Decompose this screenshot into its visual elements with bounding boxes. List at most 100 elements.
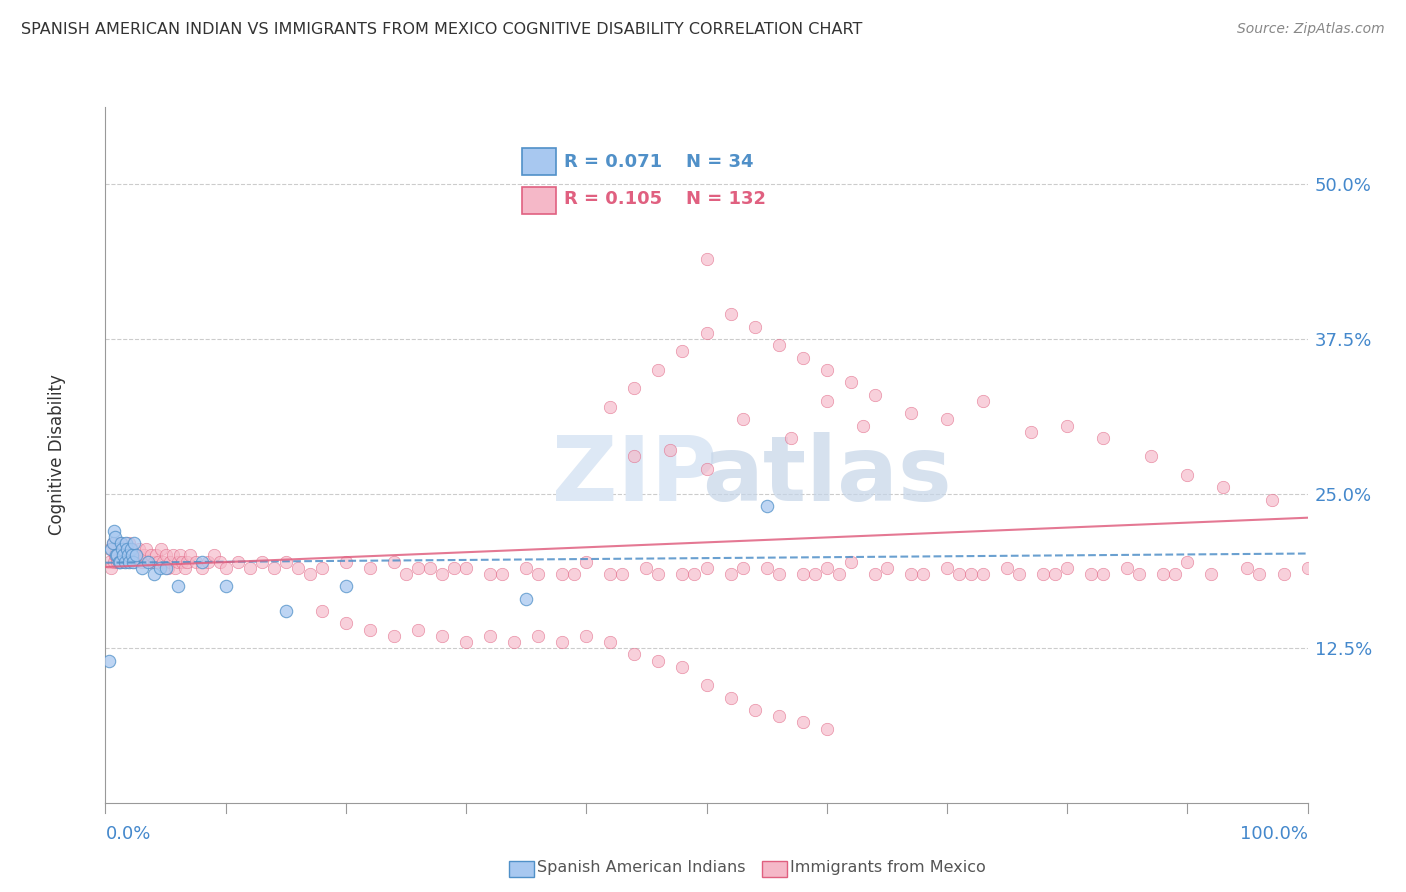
Point xyxy=(107,542,129,557)
Point xyxy=(503,635,526,649)
Point xyxy=(108,555,131,569)
Point xyxy=(131,555,153,569)
Point xyxy=(359,561,381,575)
Point xyxy=(1080,566,1102,581)
Point xyxy=(105,549,128,563)
Point xyxy=(1019,425,1042,439)
Point xyxy=(117,555,139,569)
Point xyxy=(335,616,357,631)
Point xyxy=(128,542,150,557)
Point xyxy=(852,418,875,433)
Point xyxy=(111,555,134,569)
Point xyxy=(454,635,477,649)
Point xyxy=(104,549,127,563)
Point xyxy=(1092,566,1115,581)
Point xyxy=(287,561,309,575)
Point xyxy=(1296,561,1319,575)
Point xyxy=(995,561,1018,575)
Point xyxy=(112,549,135,563)
Point xyxy=(125,549,148,563)
Point xyxy=(551,566,574,581)
Point xyxy=(671,659,693,673)
Point xyxy=(121,542,143,557)
Text: R = 0.071: R = 0.071 xyxy=(564,153,662,171)
Point xyxy=(454,561,477,575)
Point xyxy=(274,555,297,569)
Point xyxy=(876,561,898,575)
Point xyxy=(118,536,141,550)
Point xyxy=(430,629,453,643)
Point xyxy=(179,549,201,563)
Point xyxy=(169,549,191,563)
Point xyxy=(98,555,121,569)
Point xyxy=(1116,561,1139,575)
Text: Cognitive Disability: Cognitive Disability xyxy=(48,375,66,535)
Point xyxy=(803,566,825,581)
Point xyxy=(117,549,139,563)
Point xyxy=(162,549,184,563)
Point xyxy=(142,566,165,581)
Point xyxy=(599,635,621,649)
Point xyxy=(406,561,429,575)
Point xyxy=(202,549,225,563)
Point xyxy=(623,450,645,464)
Point xyxy=(1175,468,1198,483)
Point xyxy=(731,561,754,575)
Point xyxy=(527,629,550,643)
Point xyxy=(98,654,121,668)
Point xyxy=(696,678,718,692)
Point xyxy=(263,561,285,575)
Point xyxy=(1175,555,1198,569)
Point xyxy=(575,629,598,643)
Point xyxy=(720,566,742,581)
Text: Immigrants from Mexico: Immigrants from Mexico xyxy=(790,861,986,875)
Point xyxy=(239,561,262,575)
Point xyxy=(755,561,778,575)
Point xyxy=(900,566,922,581)
Point xyxy=(863,387,886,401)
FancyBboxPatch shape xyxy=(523,148,555,176)
Point xyxy=(107,555,129,569)
Point xyxy=(972,393,994,408)
Point xyxy=(828,566,851,581)
Point xyxy=(647,654,669,668)
Text: 0.0%: 0.0% xyxy=(105,825,150,843)
Point xyxy=(148,555,170,569)
Point xyxy=(659,443,682,458)
Point xyxy=(124,549,146,563)
Text: ZIP: ZIP xyxy=(551,432,717,520)
Point xyxy=(121,549,143,563)
Point xyxy=(1056,561,1078,575)
Point xyxy=(792,351,814,365)
Point xyxy=(1128,566,1150,581)
Point xyxy=(491,566,513,581)
Point xyxy=(152,555,174,569)
Point xyxy=(124,536,146,550)
Point xyxy=(1043,566,1066,581)
Point xyxy=(115,549,138,563)
Point xyxy=(132,549,155,563)
Point xyxy=(165,561,187,575)
Text: N = 34: N = 34 xyxy=(686,153,754,171)
Point xyxy=(190,555,212,569)
Point xyxy=(815,722,838,736)
Point xyxy=(155,549,177,563)
Point xyxy=(647,566,669,581)
Point xyxy=(527,566,550,581)
Point xyxy=(184,555,207,569)
Point xyxy=(100,561,122,575)
Point xyxy=(1164,566,1187,581)
Point xyxy=(103,524,125,538)
Point xyxy=(104,530,127,544)
Point xyxy=(149,542,172,557)
Point xyxy=(120,542,142,557)
Point xyxy=(696,326,718,340)
Point xyxy=(176,555,198,569)
Point xyxy=(623,381,645,395)
Point xyxy=(755,499,778,513)
Point xyxy=(335,579,357,593)
Point xyxy=(1272,566,1295,581)
Point xyxy=(214,579,236,593)
Point xyxy=(311,604,333,618)
Point xyxy=(972,566,994,581)
